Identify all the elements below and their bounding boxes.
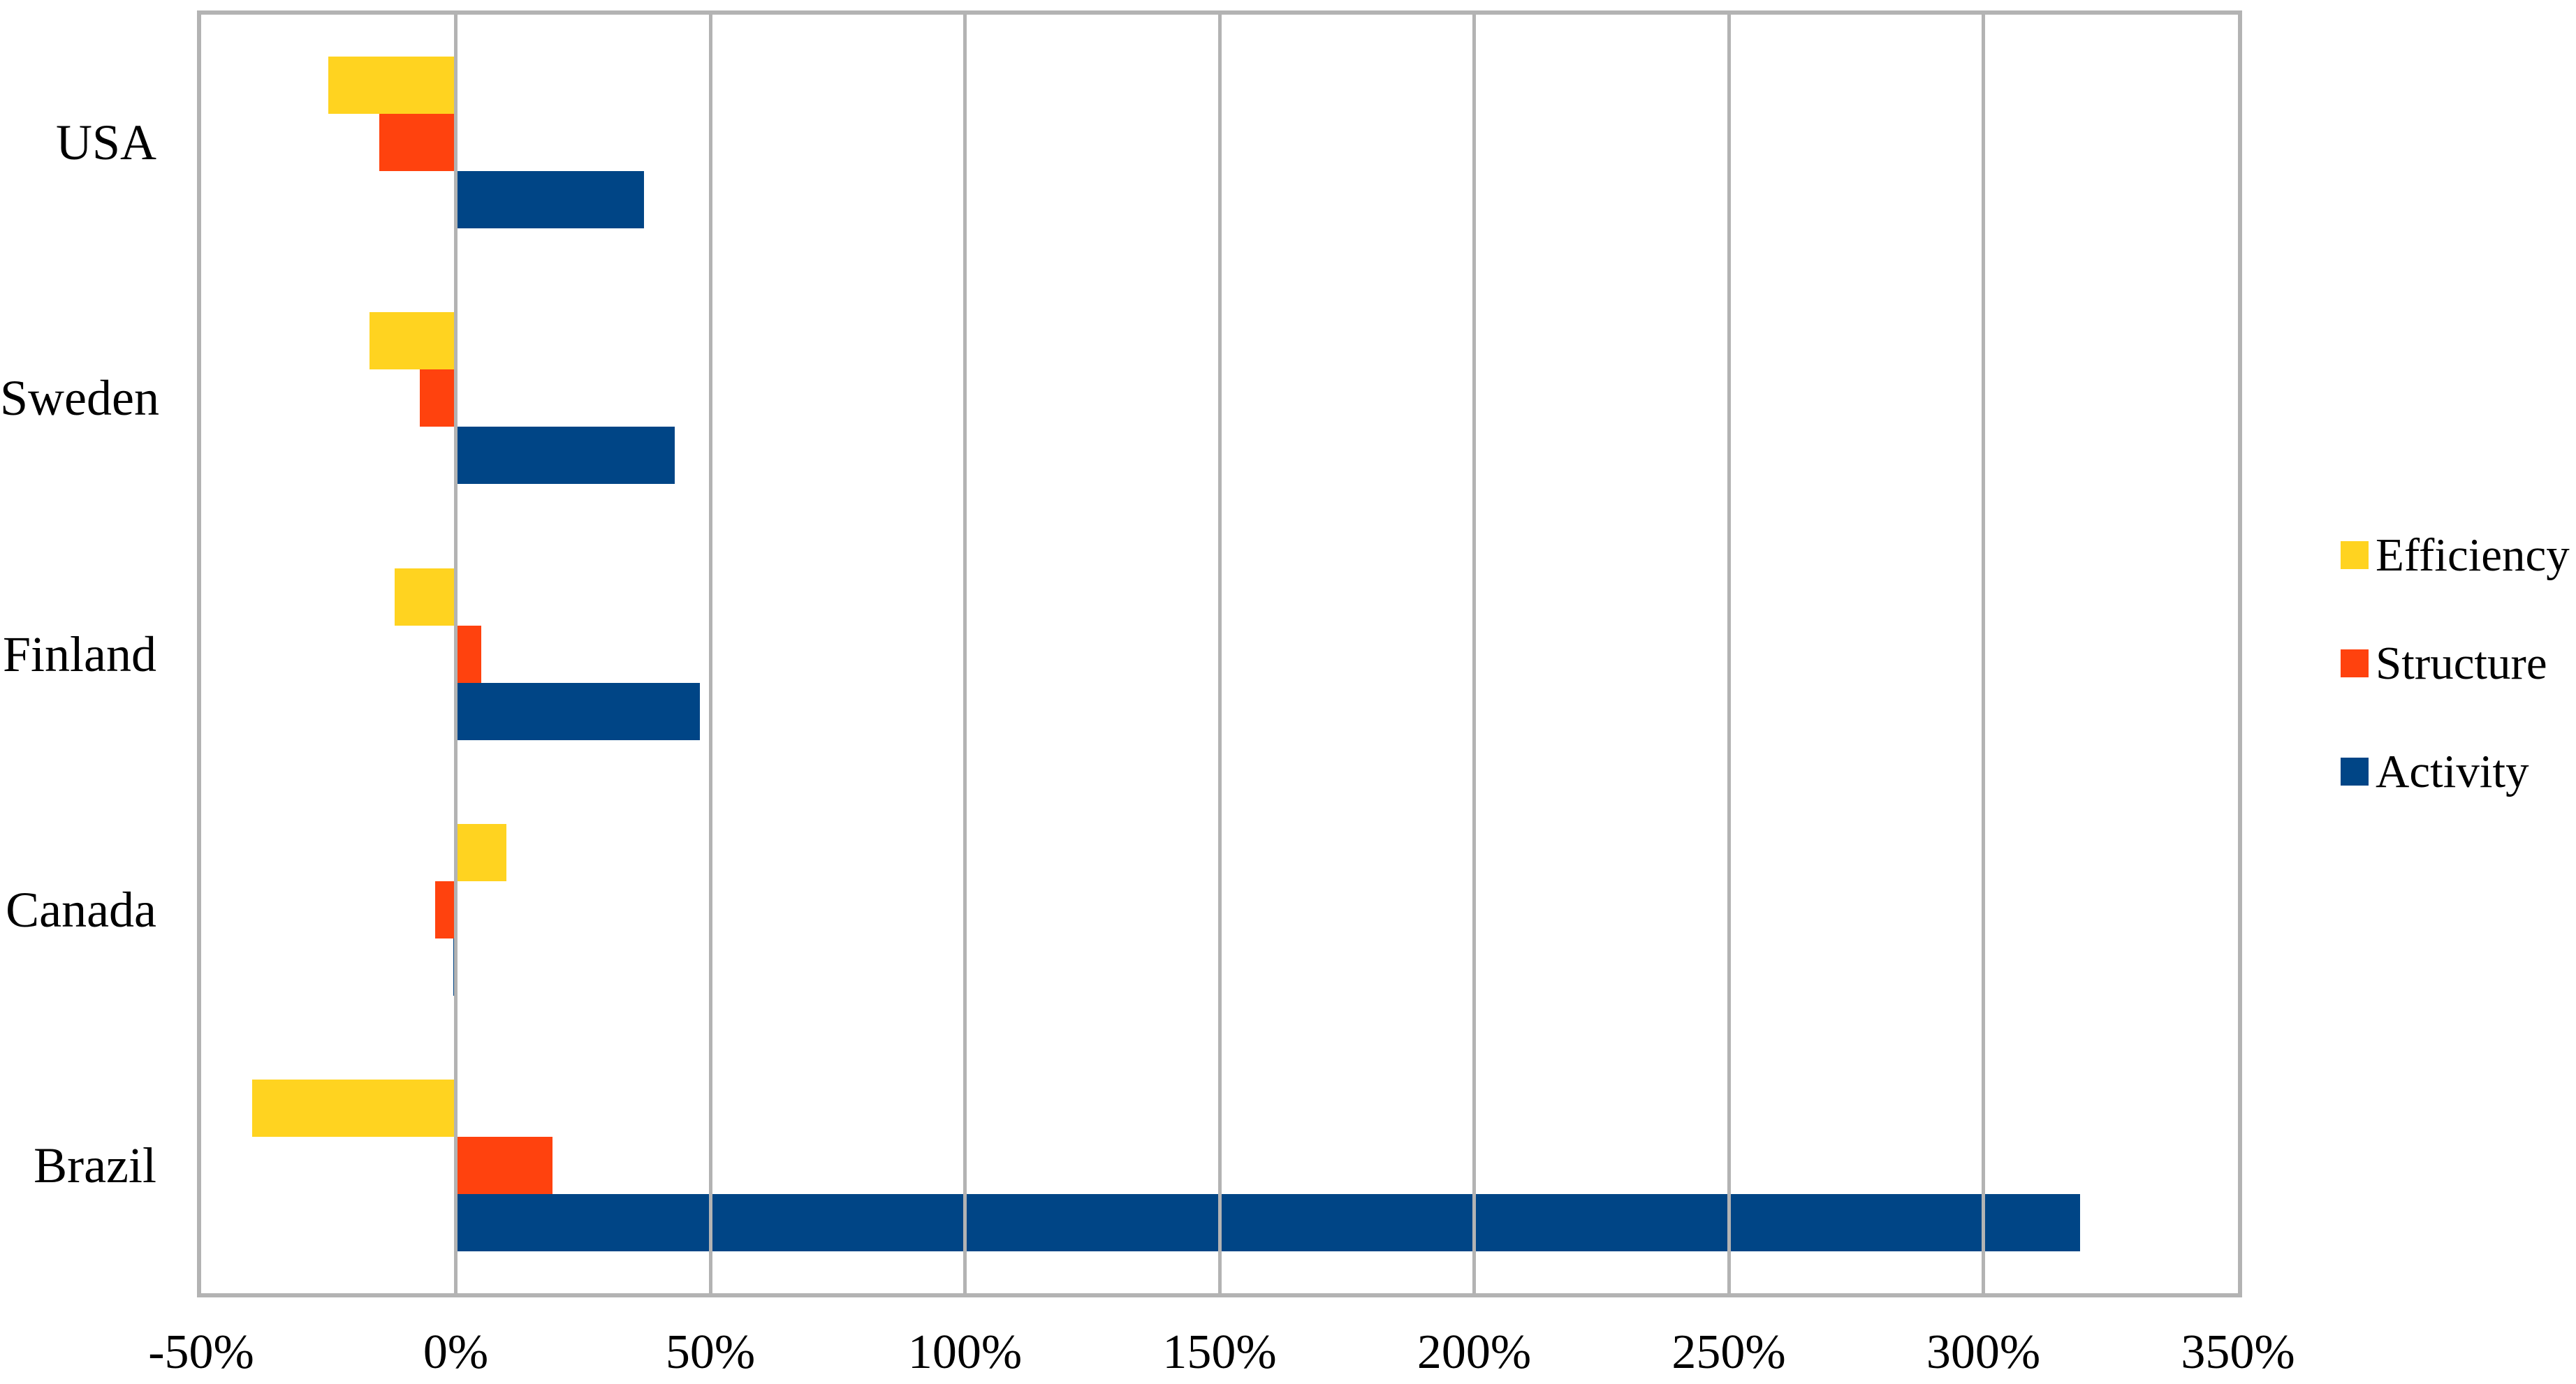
legend-item-activity: Activity [2341,745,2570,798]
gridline-150% [1217,15,1222,1293]
legend-item-efficiency: Efficiency [2341,529,2570,582]
legend: Efficiency Structure Activity [2341,529,2570,853]
x-tick-label-150-: 150% [1162,1325,1277,1379]
gridline-200% [1472,15,1476,1293]
x-tick-label-100-: 100% [907,1325,1023,1379]
legend-item-structure: Structure [2341,637,2570,690]
plot-area [197,10,2242,1297]
gridline-250% [1727,15,1731,1293]
x-tick-label-350-: 350% [2181,1325,2295,1379]
gridline-50% [708,15,712,1293]
category-label-usa: USA [55,115,156,171]
legend-label-activity: Activity [2376,745,2529,797]
gridline-100% [963,15,967,1293]
bar-brazil-structure [455,1136,552,1194]
bar-brazil-activity [455,1193,2080,1251]
bar-sweden-structure [420,369,456,427]
legend-label-efficiency: Efficiency [2376,529,2570,581]
x-tick-label-50-: 50% [665,1325,756,1379]
bar-sweden-efficiency [369,312,456,370]
gridline-300% [1982,15,1985,1293]
x-tick-label--50-: -50% [148,1325,254,1379]
bar-finland-efficiency [395,568,456,626]
legend-label-structure: Structure [2376,637,2547,689]
bar-canada-efficiency [455,823,507,881]
gridline-0% [454,15,458,1293]
category-label-finland: Finland [2,626,156,682]
plot-inner [201,15,2238,1293]
bar-usa-structure [379,114,456,172]
x-tick-label-200-: 200% [1417,1325,1532,1379]
structure-swatch-icon [2341,649,2369,677]
bar-sweden-activity [455,427,675,485]
efficiency-swatch-icon [2341,541,2369,569]
bar-usa-activity [455,171,645,229]
bar-finland-activity [455,682,701,740]
x-tick-label-0-: 0% [423,1325,489,1379]
bar-canada-structure [435,881,456,938]
activity-swatch-icon [2341,758,2369,786]
bar-usa-efficiency [328,57,456,115]
category-label-brazil: Brazil [34,1137,156,1193]
bar-finland-structure [455,625,481,683]
bar-brazil-efficiency [251,1079,456,1137]
x-tick-label-300-: 300% [1926,1325,2041,1379]
x-tick-label-250-: 250% [1671,1325,1786,1379]
category-label-canada: Canada [6,881,156,938]
category-label-sweden: Sweden [0,370,159,427]
